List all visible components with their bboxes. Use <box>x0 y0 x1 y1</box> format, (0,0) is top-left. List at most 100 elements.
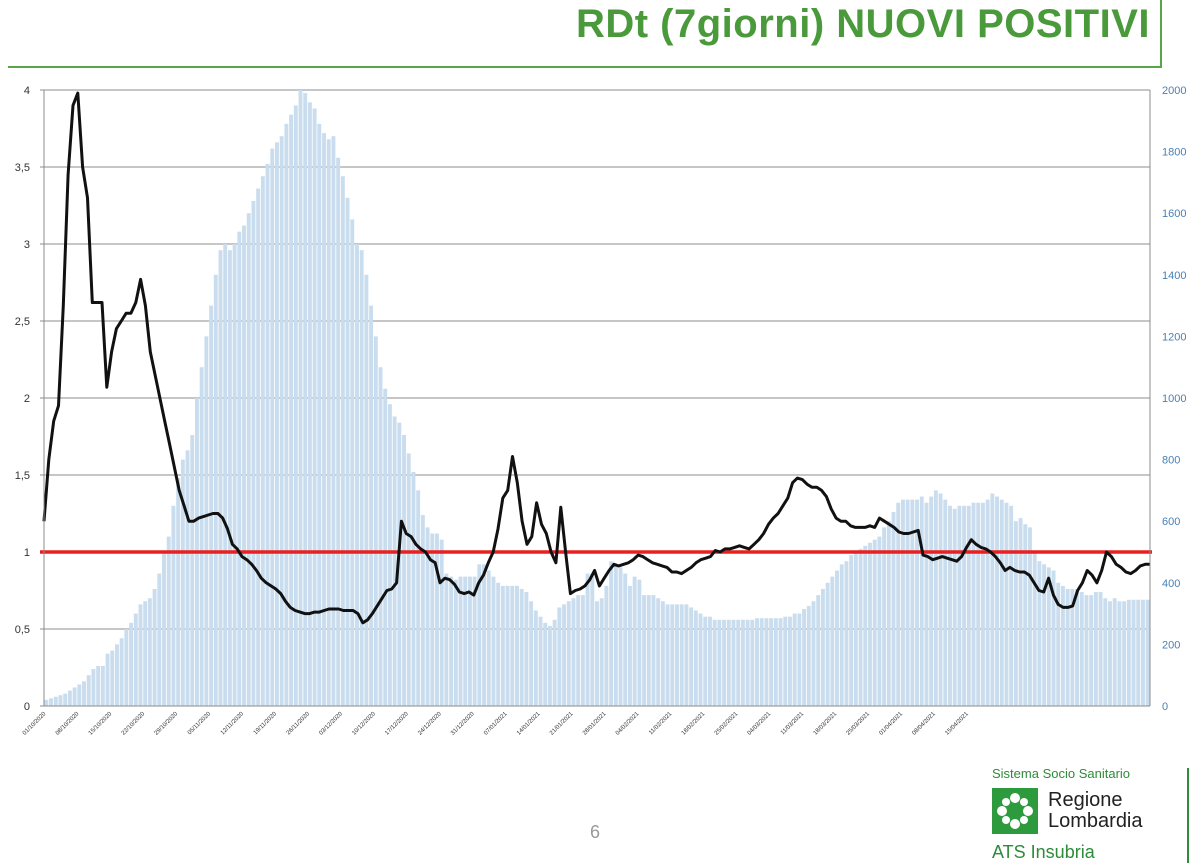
bar <box>237 231 242 706</box>
bar <box>1075 588 1080 706</box>
x-tick-label: 01/04/2021 <box>879 711 905 737</box>
page-number: 6 <box>590 822 601 842</box>
bar <box>547 625 552 706</box>
bar <box>802 608 807 706</box>
bar <box>303 93 308 706</box>
bar <box>472 576 477 706</box>
x-tick-label: 24/12/2020 <box>417 711 443 737</box>
x-tick-label: 17/12/2020 <box>384 711 410 737</box>
bar <box>797 613 802 706</box>
bar <box>331 136 336 706</box>
bar <box>905 499 910 706</box>
bar <box>872 539 877 706</box>
bar <box>708 616 712 706</box>
x-tick-label: 19/11/2020 <box>253 711 279 737</box>
bar <box>298 90 303 706</box>
bar <box>844 561 849 706</box>
bar <box>590 573 595 706</box>
bar <box>1145 599 1150 706</box>
y-tick-left: 2,5 <box>15 316 30 328</box>
bar <box>477 564 482 706</box>
bar <box>966 505 971 706</box>
bar <box>684 604 689 706</box>
bar <box>199 367 204 706</box>
bar <box>980 502 985 706</box>
y-tick-left: 1 <box>24 547 30 559</box>
bar <box>72 687 77 706</box>
bar <box>383 388 388 706</box>
bar <box>232 244 237 706</box>
bar <box>162 552 166 706</box>
bar <box>910 499 915 706</box>
bar <box>453 579 458 706</box>
bar <box>764 618 769 706</box>
x-tick-label: 25/03/2021 <box>846 711 872 737</box>
bar <box>533 610 538 706</box>
bar <box>962 505 967 706</box>
bar <box>359 250 364 706</box>
bar <box>402 434 406 706</box>
bar <box>416 490 421 706</box>
bar <box>1051 570 1056 706</box>
y-tick-left: 4 <box>24 85 30 97</box>
bar <box>124 629 129 706</box>
bar <box>435 533 439 706</box>
bar <box>482 564 486 706</box>
bar <box>378 367 383 706</box>
bar <box>1037 561 1042 706</box>
bar <box>580 595 585 706</box>
bar <box>835 570 839 706</box>
bar <box>632 576 637 706</box>
bar <box>529 601 534 706</box>
bar <box>500 585 505 706</box>
bar <box>411 471 416 706</box>
bar <box>755 618 759 706</box>
bar <box>839 564 844 706</box>
logo-system-text: Sistema Socio Sanitario <box>992 766 1131 781</box>
bar <box>82 681 86 706</box>
bar <box>444 573 449 706</box>
x-tick-label: 26/11/2020 <box>286 711 312 737</box>
bar <box>307 102 312 706</box>
bar <box>1046 567 1051 706</box>
x-tick-label: 11/03/2021 <box>780 711 806 737</box>
bar <box>96 665 101 706</box>
bar <box>369 305 374 706</box>
bar <box>943 499 948 706</box>
bar <box>1122 601 1127 706</box>
title-side-rule <box>1160 0 1162 68</box>
bar <box>392 416 397 706</box>
bar <box>486 570 491 706</box>
bar <box>811 601 816 706</box>
bar <box>670 604 675 706</box>
bar <box>463 576 468 706</box>
x-tick-label: 04/03/2021 <box>747 711 773 737</box>
bar <box>166 536 171 706</box>
bar <box>712 619 717 706</box>
bar <box>538 616 543 706</box>
bar <box>745 619 750 706</box>
bar <box>948 505 952 706</box>
x-tick-label: 04/02/2021 <box>615 711 641 737</box>
bar <box>67 690 72 706</box>
bar <box>458 576 463 706</box>
bar <box>863 545 868 706</box>
bar <box>63 693 68 706</box>
bar <box>882 527 887 706</box>
x-tick-label: 25/02/2021 <box>714 711 740 737</box>
bar <box>637 579 642 706</box>
rdt-line <box>42 91 1150 625</box>
bar <box>1112 598 1117 706</box>
y-tick-right: 1600 <box>1162 208 1186 220</box>
bar <box>995 496 999 706</box>
bar <box>420 515 425 706</box>
bar <box>976 502 981 706</box>
bar <box>773 618 778 706</box>
bar <box>731 619 736 706</box>
x-tick-label: 12/11/2020 <box>220 711 246 737</box>
x-tick-label: 10/12/2020 <box>351 711 377 737</box>
bar <box>896 502 901 706</box>
bar <box>213 274 218 706</box>
y-tick-right: 1400 <box>1162 270 1186 282</box>
bar <box>929 496 934 706</box>
